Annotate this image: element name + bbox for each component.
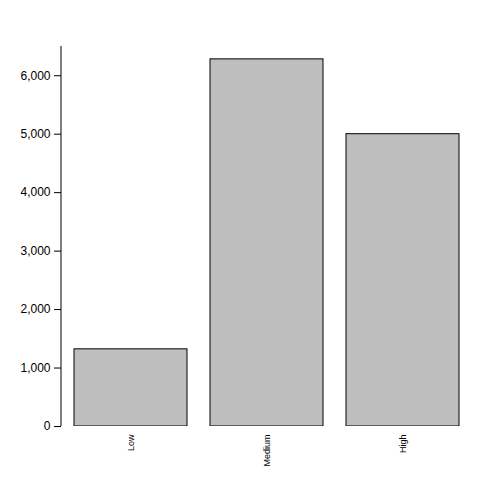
svg-text:Medium: Medium [262,435,272,467]
svg-text:6,000: 6,000 [20,69,50,83]
svg-text:High: High [398,435,408,454]
svg-text:2,000: 2,000 [20,302,50,316]
svg-text:1,000: 1,000 [20,361,50,375]
svg-text:3,000: 3,000 [20,244,50,258]
svg-text:Low: Low [126,434,136,451]
svg-text:0: 0 [44,419,51,433]
svg-text:4,000: 4,000 [20,185,50,199]
svg-text:5,000: 5,000 [20,127,50,141]
